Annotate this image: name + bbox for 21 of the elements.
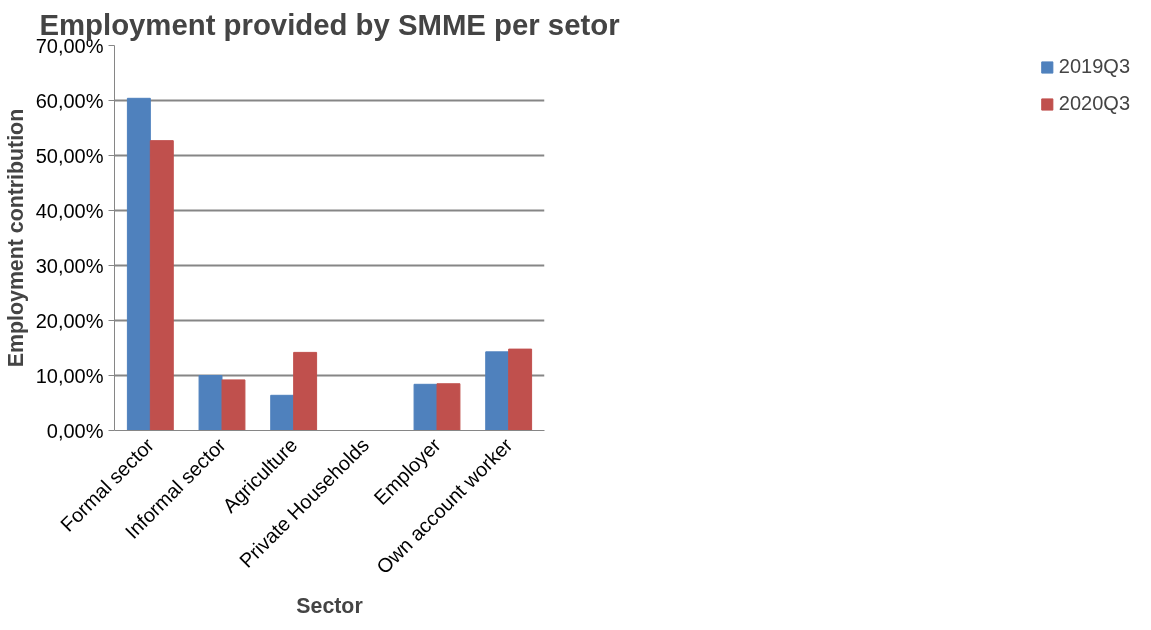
bar <box>270 394 295 431</box>
y-tick-label: 10,00% <box>35 364 104 387</box>
bar <box>485 351 510 431</box>
bar <box>126 97 151 431</box>
bar <box>293 351 318 431</box>
y-tick-label: 20,00% <box>35 309 104 332</box>
bar <box>508 348 533 431</box>
bar <box>149 140 174 431</box>
bar <box>413 383 438 431</box>
y-tick-label: 40,00% <box>35 199 104 222</box>
y-tick-label: 50,00% <box>35 144 104 167</box>
bar <box>198 375 223 431</box>
bar <box>221 379 246 431</box>
y-tick-label: 60,00% <box>35 89 104 112</box>
y-axis-title: Employment contribution <box>3 108 28 368</box>
y-tick-label: 0,00% <box>46 419 104 442</box>
y-tick-label: 30,00% <box>35 254 104 277</box>
bar <box>436 383 461 431</box>
legend-label: 2019Q3 <box>1058 55 1130 78</box>
legend-label: 2020Q3 <box>1058 92 1130 115</box>
x-axis-title: Sector <box>296 593 363 618</box>
